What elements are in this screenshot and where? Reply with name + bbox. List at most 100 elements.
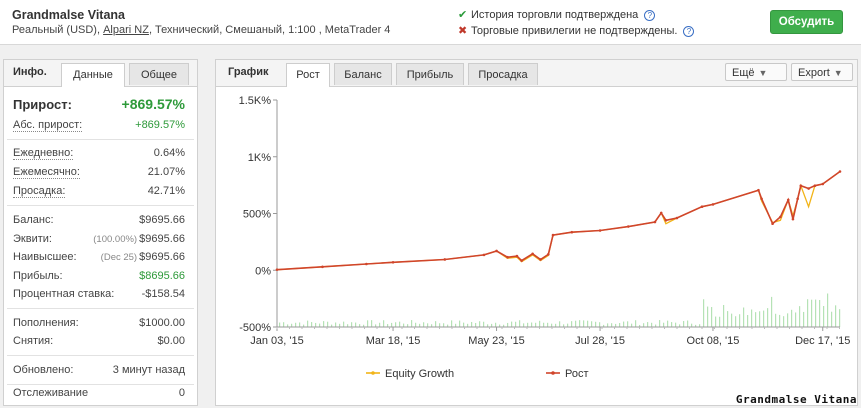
- divider: [7, 139, 194, 140]
- growth-point: [675, 216, 679, 220]
- volume-bar: [531, 322, 533, 327]
- drawdown-row: Просадка: 42.71%: [13, 185, 185, 201]
- equity-percent: (100.00%): [93, 234, 138, 245]
- volume-bar: [723, 304, 725, 327]
- volume-bar: [383, 320, 385, 327]
- chart-tab-bar: График Рост Баланс Прибыль Просадка Ещё ▼…: [216, 60, 857, 87]
- help-icon[interactable]: ?: [644, 9, 656, 21]
- volume-bar: [727, 311, 729, 327]
- volume-bar: [591, 321, 593, 327]
- tab-profit[interactable]: Прибыль: [396, 63, 464, 85]
- help-icon[interactable]: ?: [683, 25, 695, 37]
- daily-value: 0.64%: [153, 147, 185, 159]
- drawdown-value: 42.71%: [147, 185, 185, 197]
- drawdown-label[interactable]: Просадка:: [13, 185, 66, 198]
- volume-bar: [787, 313, 789, 327]
- check-icon: ✔: [458, 9, 468, 21]
- tab-data[interactable]: Данные: [61, 63, 125, 87]
- volume-bar: [551, 323, 553, 327]
- volume-bar: [379, 322, 381, 327]
- volume-bar: [747, 315, 749, 327]
- volume-bar: [571, 321, 573, 327]
- volume-bar: [695, 324, 697, 327]
- volume-bar: [807, 299, 809, 327]
- volume-bar: [279, 322, 281, 327]
- abs-growth-row: Абс. прирост: +869.57%: [13, 119, 185, 135]
- volume-bar: [631, 323, 633, 327]
- tab-drawdown[interactable]: Просадка: [468, 63, 538, 85]
- volume-bar: [771, 296, 773, 327]
- volume-bar: [603, 324, 605, 327]
- growth-point: [838, 170, 842, 173]
- growth-point: [520, 259, 523, 262]
- tab-growth[interactable]: Рост: [286, 63, 330, 87]
- volume-bar: [567, 323, 569, 327]
- export-dropdown[interactable]: Export ▼: [791, 63, 853, 81]
- profit-label: Прибыль:: [13, 270, 63, 282]
- volume-bar: [439, 323, 441, 327]
- growth-point: [711, 203, 715, 206]
- volume-bar: [719, 316, 721, 327]
- growth-point: [821, 182, 825, 186]
- volume-bar: [679, 324, 681, 327]
- volume-bar: [639, 324, 641, 327]
- x-tick-label: May 23, '15: [468, 335, 525, 347]
- volume-bar: [387, 324, 389, 327]
- chevron-down-icon: ▼: [758, 68, 768, 78]
- volume-bar: [507, 322, 509, 327]
- volume-bar: [523, 323, 525, 327]
- volume-bar: [651, 322, 653, 327]
- divider: [7, 384, 194, 385]
- volume-bar: [451, 320, 453, 327]
- x-tick-label: Jan 03, '15: [250, 335, 303, 347]
- equity-label: Эквити:: [13, 233, 52, 245]
- growth-point: [598, 229, 602, 232]
- volume-bar: [427, 323, 429, 327]
- legend-equity-growth-label[interactable]: Equity Growth: [385, 368, 454, 380]
- volume-bar: [819, 300, 821, 327]
- watermark-account-name: Grandmalse Vitana: [735, 393, 857, 406]
- volume-bar: [579, 320, 581, 327]
- growth-point: [760, 197, 763, 201]
- growth-point: [391, 261, 395, 264]
- volume-bar: [635, 320, 637, 327]
- volume-bar: [615, 323, 617, 327]
- volume-bar: [739, 314, 741, 327]
- divider: [7, 308, 194, 309]
- info-label: Инфо.: [13, 66, 47, 78]
- discuss-button[interactable]: Обсудить: [770, 10, 843, 34]
- equity-growth-series-line: [276, 170, 841, 271]
- broker-link[interactable]: Alpari NZ: [103, 24, 149, 36]
- volume-bar: [703, 299, 705, 327]
- volume-bar: [575, 320, 577, 327]
- profit-value: $8695.66: [139, 270, 185, 282]
- legend-growth-label[interactable]: Рост: [565, 368, 589, 380]
- account-system: , Технический, Смешаный, 1:100 , MetaTra…: [148, 24, 391, 36]
- stats-tab-bar: Инфо. Данные Общее: [4, 60, 197, 87]
- tab-general[interactable]: Общее: [129, 63, 189, 85]
- growth-point: [321, 265, 324, 269]
- volume-bar: [623, 321, 625, 327]
- tab-balance[interactable]: Баланс: [334, 63, 392, 85]
- highest-value: $9695.66: [139, 251, 185, 263]
- x-tick-label: Mar 18, '15: [366, 335, 421, 347]
- volume-bar: [339, 323, 341, 327]
- volume-bar: [407, 324, 409, 327]
- growth-point: [547, 253, 550, 256]
- volume-bar: [307, 320, 309, 327]
- y-axis-ticks: 1.5K% 1K% 500% 0% -500%: [239, 95, 277, 334]
- tracking-value: 0: [178, 387, 185, 399]
- abs-growth-label[interactable]: Абс. прирост:: [13, 119, 83, 132]
- account-type: Реальный (USD),: [12, 24, 104, 36]
- volume-bar: [535, 322, 537, 327]
- volume-bar: [499, 324, 501, 327]
- volume-bar: [619, 323, 621, 327]
- volume-bar: [799, 306, 801, 327]
- volume-bar: [655, 324, 657, 327]
- highest-label: Наивысшее:: [13, 251, 77, 263]
- monthly-label[interactable]: Ежемесячно:: [13, 166, 80, 179]
- deposits-label: Пополнения:: [13, 317, 79, 329]
- daily-label[interactable]: Ежедневно:: [13, 147, 74, 160]
- more-dropdown[interactable]: Ещё ▼: [725, 63, 787, 81]
- volume-bar: [755, 312, 757, 327]
